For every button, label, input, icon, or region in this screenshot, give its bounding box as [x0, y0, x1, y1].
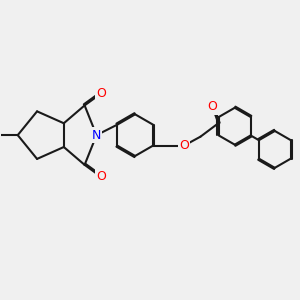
Text: O: O — [179, 139, 189, 152]
Text: O: O — [96, 87, 106, 100]
Text: O: O — [208, 100, 218, 113]
Text: N: N — [92, 129, 101, 142]
Text: O: O — [96, 170, 106, 183]
